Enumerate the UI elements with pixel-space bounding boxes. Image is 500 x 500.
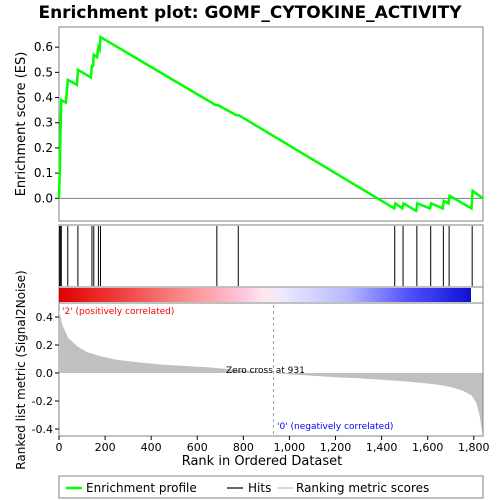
negative-correlation-label: '0' (negatively correlated) <box>277 422 393 432</box>
es-tick-label: 0.2 <box>34 141 53 155</box>
x-tick-label: 1,200 <box>320 441 352 454</box>
x-tick-label: 1,600 <box>412 441 444 454</box>
es-axis-label: Enrichment score (ES) <box>14 52 29 197</box>
metric-tick-label: -0.2 <box>32 395 53 408</box>
x-tick-label: 1,400 <box>366 441 398 454</box>
heat-bar-gradient <box>59 288 471 302</box>
metric-axis-label: Ranked list metric (Signal2Noise) <box>14 270 28 469</box>
x-tick-label: 1,800 <box>458 441 490 454</box>
es-panel: 0.0 0.1 0.2 0.3 0.4 0.5 0.6 Enrichment score (… <box>14 26 484 222</box>
es-tick-label: 0.3 <box>34 116 53 130</box>
x-axis-ticks: 0 200 400 600 800 1,000 1,200 1,400 1,600 1,800 <box>56 436 490 454</box>
es-panel-frame <box>58 26 484 222</box>
metric-panel: 0.4 0.2 0.0 -0.2 -0.4 Zero cross at 931 '2' … <box>14 270 484 470</box>
hits-panel <box>58 224 484 288</box>
legend-label-metric: Ranking metric scores <box>296 481 429 495</box>
x-tick-label: 200 <box>95 441 116 454</box>
legend-label-enrichment: Enrichment profile <box>86 481 197 495</box>
x-tick-label: 600 <box>187 441 208 454</box>
ranking-metric-area <box>59 310 483 434</box>
metric-tick-label: 0.0 <box>36 367 54 380</box>
es-tick-label: 0.1 <box>34 166 53 180</box>
legend: Enrichment profile Hits Ranking metric s… <box>58 475 484 499</box>
metric-tick-label: 0.2 <box>36 339 54 352</box>
x-tick-label: 0 <box>56 441 63 454</box>
x-tick-label: 1,000 <box>274 441 306 454</box>
es-axis-ticks: 0.0 0.1 0.2 0.3 0.4 0.5 0.6 <box>34 40 59 205</box>
es-tick-label: 0.4 <box>34 91 53 105</box>
positive-correlation-label: '2' (positively correlated) <box>62 307 174 317</box>
x-tick-label: 800 <box>233 441 254 454</box>
enrichment-profile-line <box>57 34 484 213</box>
hits-panel-frame <box>58 224 484 288</box>
es-tick-label: 0.0 <box>34 191 53 205</box>
x-tick-label: 400 <box>141 441 162 454</box>
legend-frame <box>58 475 484 499</box>
es-tick-label: 0.5 <box>34 65 53 79</box>
metric-axis-ticks: 0.4 0.2 0.0 -0.2 -0.4 <box>32 311 59 436</box>
metric-tick-label: 0.4 <box>36 311 54 324</box>
legend-label-hits: Hits <box>248 481 271 495</box>
chart-title: Enrichment plot: GOMF_CYTOKINE_ACTIVITY <box>38 3 462 23</box>
heat-bar <box>58 286 484 304</box>
metric-tick-label: -0.4 <box>32 423 53 436</box>
hit-lines <box>59 226 473 286</box>
x-axis-label: Rank in Ordered Dataset <box>182 454 343 469</box>
zero-cross-label: Zero cross at 931 <box>226 366 305 376</box>
es-tick-label: 0.6 <box>34 40 53 54</box>
